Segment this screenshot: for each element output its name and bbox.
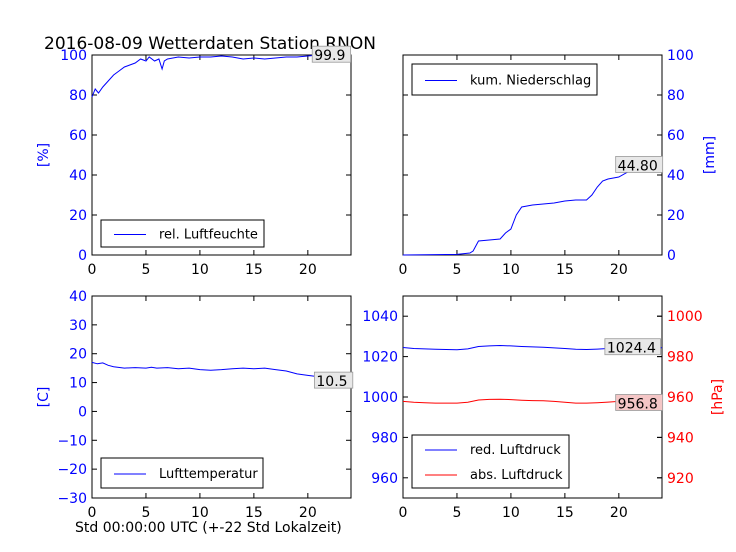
x-tick-label: 5 <box>141 262 150 278</box>
x-tick-label: 15 <box>245 505 263 521</box>
legend-box <box>411 63 598 96</box>
y-tick-label: 20 <box>667 208 685 224</box>
y-axis-label: [mm] <box>702 136 718 174</box>
series-line-lufttemperatur <box>91 361 352 382</box>
value-annotation-box <box>615 155 664 173</box>
x-tick-label: 5 <box>141 505 150 521</box>
axes-frame <box>402 54 663 256</box>
legend-label: kum. Niederschlag <box>470 74 591 89</box>
x-tick-label: 0 <box>399 505 408 521</box>
y-tick-label: −10 <box>57 433 87 449</box>
legend-box <box>100 457 264 489</box>
y-tick-label: 20 <box>69 347 87 363</box>
value-annotation-label: 44.80 <box>618 158 658 174</box>
subplot-4: 0 5 10 15 20 960 980 1000 1020 1040 920 940 960 980 10… <box>362 295 726 521</box>
y-tick-label: 40 <box>69 289 87 305</box>
legend-label: Lufttemperatur <box>159 467 258 482</box>
x-tick-label: 20 <box>299 505 317 521</box>
legend-box <box>100 219 265 248</box>
y-right-tick-label: 1000 <box>667 309 703 325</box>
x-tick-label: 20 <box>610 262 628 278</box>
y-tick-label: 100 <box>60 48 87 64</box>
y-right-tick-label: 980 <box>667 350 694 366</box>
x-tick-label: 10 <box>502 505 520 521</box>
y-tick-label: 1020 <box>362 350 398 366</box>
value-annotation-label: 1024.4 <box>607 341 656 357</box>
x-tick-label: 10 <box>191 262 209 278</box>
axes-frame <box>91 54 352 256</box>
y-axis-label: [%] <box>36 143 52 167</box>
y-right-tick-label: 940 <box>667 430 694 446</box>
y-axis-label: [hPa] <box>710 379 726 415</box>
y-tick-label: 0 <box>78 404 87 420</box>
x-tick-label: 0 <box>88 262 97 278</box>
legend-label: red. Luftdruck <box>470 443 561 458</box>
series-line-rel-luftfeuchte <box>91 54 351 98</box>
y-right-tick-label: 960 <box>667 390 694 406</box>
x-tick-label: 5 <box>452 505 461 521</box>
y-tick-label: 0 <box>667 248 676 264</box>
y-tick-label: 960 <box>371 471 398 487</box>
x-tick-label: 15 <box>245 262 263 278</box>
x-tick-label: 15 <box>556 262 574 278</box>
y-tick-label: 980 <box>371 430 398 446</box>
y-tick-label: −20 <box>57 462 87 478</box>
subplot-2: 0 5 10 15 20 0 20 40 60 80 100 [mm] 44.80 kum. Nieder… <box>399 48 718 278</box>
y-tick-label: 30 <box>69 318 87 334</box>
y-tick-label: 60 <box>69 128 87 144</box>
y-tick-label: 20 <box>69 208 87 224</box>
axes-frame <box>91 295 352 499</box>
y-tick-label: 0 <box>78 248 87 264</box>
subplot-1: 0 5 10 15 20 0 20 40 60 80 100 [%] 99.9 rel. Luftfeuc… <box>36 45 352 278</box>
x-tick-label: 0 <box>88 505 97 521</box>
y-tick-label: 80 <box>69 88 87 104</box>
value-annotation-label: 10.5 <box>316 374 347 390</box>
y-tick-label: 40 <box>69 168 87 184</box>
legend-label: abs. Luftdruck <box>470 468 563 483</box>
y-tick-label: 80 <box>667 88 685 104</box>
y-tick-label: 60 <box>667 128 685 144</box>
x-tick-label: 10 <box>502 262 520 278</box>
y-tick-label: 10 <box>69 376 87 392</box>
x-tick-label: 15 <box>556 505 574 521</box>
figure-title: 2016-08-09 Wetterdaten Station RNON <box>44 34 376 54</box>
y-tick-label: 1040 <box>362 309 398 325</box>
x-tick-label: 20 <box>610 505 628 521</box>
y-tick-label: 40 <box>667 168 685 184</box>
x-tick-label: 10 <box>191 505 209 521</box>
value-annotation-box <box>313 371 354 389</box>
y-right-tick-label: 920 <box>667 471 694 487</box>
y-tick-label: −30 <box>57 491 87 507</box>
series-line-kum-niederschlag <box>402 164 662 256</box>
figure-xlabel: Std 00:00:00 UTC (+-22 Std Lokalzeit) <box>75 520 342 536</box>
value-annotation-box <box>604 338 661 356</box>
value-annotation-label: 99.9 <box>314 48 345 64</box>
y-tick-label: 100 <box>667 48 694 64</box>
value-annotation-box <box>311 45 352 63</box>
x-tick-label: 0 <box>399 262 408 278</box>
value-annotation-box <box>615 394 664 411</box>
value-annotation-label: 956.8 <box>618 396 658 412</box>
legend-label: rel. Luftfeuchte <box>159 228 258 243</box>
subplot-3: 0 5 10 15 20 −30 −20 −10 0 10 20 30 40 [C] 10.5 Lufttem… <box>36 289 354 521</box>
x-tick-label: 5 <box>452 262 461 278</box>
legend-box <box>411 434 570 489</box>
y-tick-label: 1000 <box>362 390 398 406</box>
x-tick-label: 20 <box>299 262 317 278</box>
y-axis-label: [C] <box>36 387 52 408</box>
